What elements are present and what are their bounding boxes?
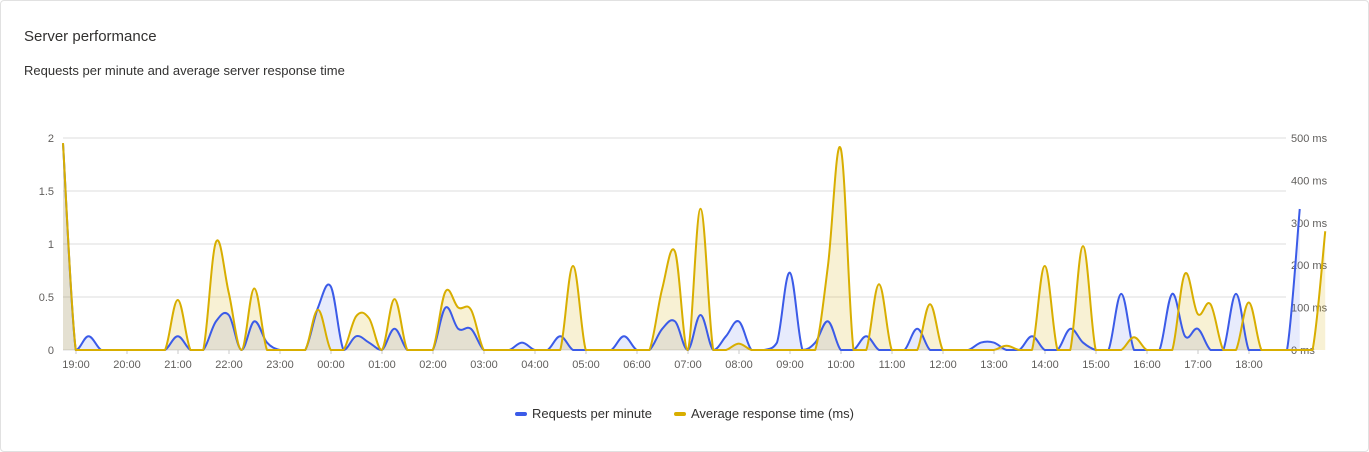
chart-series [62,143,1327,351]
x-axis-tick-label: 04:00 [521,359,549,371]
series-line[interactable] [62,143,1327,351]
response-time-swatch-icon [673,411,686,416]
legend-item-requests[interactable]: Requests per minute [515,406,652,421]
x-axis-tick-label: 12:00 [929,359,957,371]
x-axis-tick-label: 09:00 [776,359,804,371]
x-axis-tick-label: 23:00 [266,359,294,371]
x-axis-tick-label: 18:00 [1235,359,1263,371]
x-axis-tick-label: 14:00 [1031,359,1059,371]
x-axis-tick-label: 13:00 [980,359,1008,371]
chart-legend: Requests per minute Average response tim… [0,406,1369,421]
x-axis-tick-label: 16:00 [1133,359,1161,371]
x-axis-tick-label: 08:00 [725,359,753,371]
x-axis-tick-label: 22:00 [215,359,243,371]
left-y-axis: 0 0.5 1 1.5 2 [39,133,54,357]
x-axis-tick-label: 21:00 [164,359,192,371]
legend-label: Requests per minute [532,406,652,421]
left-axis-tick-label: 0 [48,345,54,357]
x-axis-tick-label: 00:00 [317,359,345,371]
x-axis-tick-label: 02:00 [419,359,447,371]
card-title: Server performance [24,28,157,45]
x-axis-tick-label: 10:00 [827,359,855,371]
left-axis-tick-label: 1 [48,239,54,251]
left-axis-tick-label: 1.5 [39,186,54,198]
x-axis-tick-label: 15:00 [1082,359,1110,371]
x-axis-tick-label: 11:00 [879,359,906,371]
x-axis-tick-label: 01:00 [368,359,396,371]
series-area [63,143,1326,350]
right-axis-tick-label: 400 ms [1291,175,1328,187]
right-axis-tick-label: 300 ms [1291,218,1328,230]
x-axis-tick-label: 06:00 [623,359,651,371]
x-axis-tick-label: 03:00 [470,359,498,371]
left-axis-tick-label: 0.5 [39,292,54,304]
right-axis-tick-label: 500 ms [1291,133,1328,145]
left-axis-tick-label: 2 [48,133,54,145]
requests-swatch-icon [515,411,527,416]
x-axis-tick-label: 07:00 [674,359,702,371]
x-axis: 19:00 20:00 21:00 22:00 23:00 00:00 01:00 02:00… [62,350,1263,371]
x-axis-tick-label: 17:00 [1184,359,1212,371]
x-axis-tick-label: 19:00 [62,359,90,371]
card-subtitle: Requests per minute and average server r… [24,63,345,78]
x-axis-tick-label: 05:00 [572,359,600,371]
chart-gridlines [63,137,1286,351]
right-axis-tick-label: 200 ms [1291,260,1328,272]
x-axis-tick-label: 20:00 [113,359,141,371]
legend-label: Average response time (ms) [690,406,854,421]
legend-item-response-time[interactable]: Average response time (ms) [673,406,854,421]
